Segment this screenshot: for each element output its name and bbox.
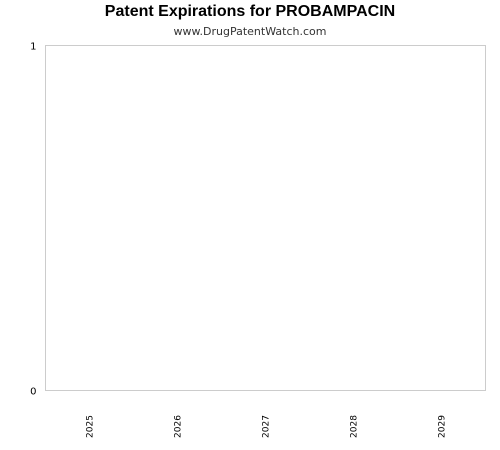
chart-title: Patent Expirations for PROBAMPACIN	[104, 3, 396, 20]
y-tick-label-0: 0	[30, 387, 36, 398]
chart-subtitle: www.DrugPatentWatch.com	[173, 25, 327, 38]
x-tick-label-2: 2027	[262, 415, 272, 438]
x-axis-ticks: 2025 2026 2027 2028 2029	[86, 415, 448, 438]
y-tick-label-1: 1	[30, 42, 36, 53]
x-tick-label-0: 2025	[86, 415, 96, 438]
plot-frame	[45, 45, 486, 391]
y-axis-ticks: 01	[30, 42, 36, 398]
x-tick-label-4: 2029	[438, 415, 448, 438]
x-tick-label-1: 2026	[174, 415, 184, 438]
x-tick-label-3: 2028	[350, 415, 360, 438]
